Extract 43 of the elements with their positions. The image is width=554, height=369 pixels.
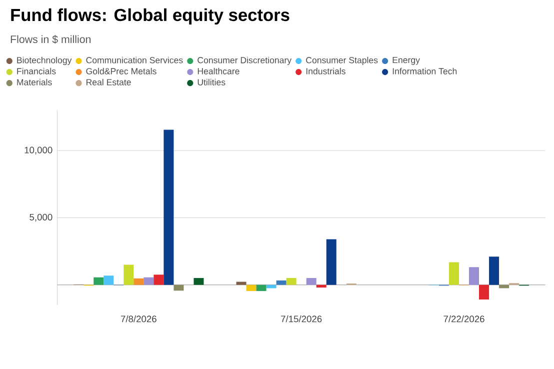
legend-label: Information Tech xyxy=(392,68,457,74)
legend-label: Energy xyxy=(392,56,420,65)
x-tick-label: 7/22/2026 xyxy=(444,315,484,322)
bar xyxy=(194,278,204,285)
y-tick-label: 10,000 xyxy=(24,146,52,154)
legend-label: Materials xyxy=(17,78,52,86)
bar xyxy=(256,284,266,292)
bar xyxy=(479,284,490,300)
legend-label: Gold&Prec Metals xyxy=(86,68,156,74)
bar xyxy=(266,284,276,288)
x-tick-label: 7/15/2026 xyxy=(281,315,322,322)
bar xyxy=(306,278,316,285)
legend-label: Financials xyxy=(17,68,56,74)
legend-label: Consumer Discretionary xyxy=(198,56,292,66)
legend-label: Biotechnology xyxy=(17,56,72,66)
bar xyxy=(286,278,296,285)
bar xyxy=(316,284,326,288)
bar xyxy=(134,278,144,285)
bar xyxy=(236,282,246,285)
bar xyxy=(154,274,164,285)
bar xyxy=(164,130,174,285)
bar xyxy=(326,239,336,285)
bar xyxy=(144,277,154,285)
bar xyxy=(104,276,114,285)
bar xyxy=(469,267,480,285)
bar xyxy=(499,284,510,288)
y-tick-label: 5,000 xyxy=(30,214,52,222)
bar xyxy=(174,284,184,291)
legend-label: Consumer Staples xyxy=(306,56,378,66)
chart-title: Fund flows: Global equity sectors xyxy=(11,8,290,25)
legend-label: Industrials xyxy=(306,68,346,74)
bar xyxy=(276,280,286,285)
bar xyxy=(124,264,134,285)
bar xyxy=(246,284,256,292)
bar xyxy=(489,256,500,285)
legend-label: Real Estate xyxy=(86,78,131,86)
x-tick-label: 7/8/2026 xyxy=(120,315,156,322)
legend-label: Healthcare xyxy=(198,68,240,74)
legend-label: Communication Services xyxy=(86,56,183,64)
legend-label: Utilities xyxy=(198,78,226,86)
bar xyxy=(448,262,459,285)
chart-subtitle: Flows in $ million xyxy=(10,35,91,44)
bar xyxy=(94,277,104,285)
